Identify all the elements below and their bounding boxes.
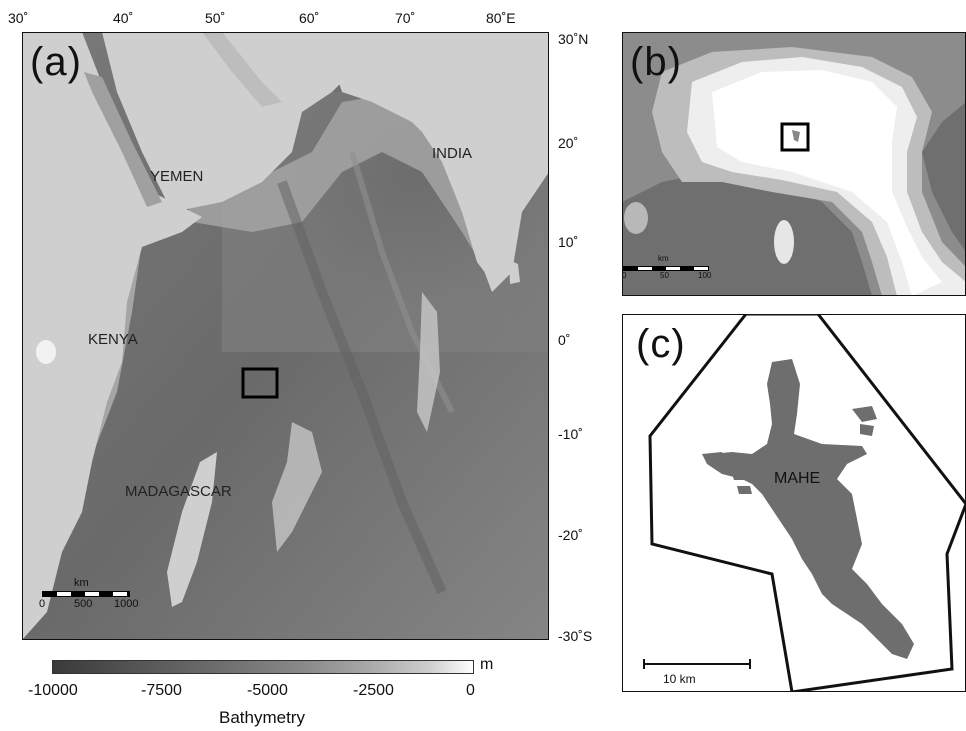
scalebar-a-unit: km [74,577,89,589]
panel-c-island-svg [622,312,966,694]
lon-tick-80: 80˚E [486,10,516,26]
lon-tick-60: 60˚ [299,10,320,26]
scalebar-a-label-500: 500 [74,598,93,610]
colorbar-unit: m [480,656,494,673]
lat-tick-minus10: -10˚ [558,426,583,442]
colorbar [52,660,474,674]
survey-boundary [648,312,966,694]
lon-tick-40: 40˚ [113,10,134,26]
scalebar-a-label-1000: 1000 [114,598,139,610]
india-land [402,92,502,282]
place-yemen: YEMEN [150,168,204,185]
panel-c-map [622,312,966,694]
madagascar-land [167,452,217,607]
scalebar-b-label-50: 50 [660,271,669,280]
lat-tick-10: 10˚ [558,234,579,250]
panel-a-bathymetry-svg [22,32,549,640]
scalebar-b-label-100: 100 [698,271,712,280]
panel-a-label: (a) [30,40,82,84]
lat-tick-30s: -30˚S [558,628,593,644]
lon-tick-70: 70˚ [395,10,416,26]
panel-c-label: (c) [636,322,686,366]
lat-tick-minus20: -20˚ [558,527,583,543]
place-kenya: KENYA [88,331,138,348]
colorbar-tick-minus5000: -5000 [247,682,288,699]
lat-tick-30n: 30˚N [558,31,589,47]
panel-a-scalebar: km 0 500 1000 [38,577,148,611]
place-india: INDIA [432,145,473,162]
mahe-island [707,359,914,659]
scalebar-a-bar [42,591,130,597]
study-area-box [241,367,279,399]
lat-tick-0: 0˚ [558,332,571,348]
panel-a-map [22,32,549,640]
scalebar-b-bar [623,266,709,271]
panel-b-map [622,32,966,296]
lat-tick-20: 20˚ [558,135,579,151]
arabia-land [102,32,352,212]
panel-b-bathymetry-svg [622,32,966,296]
red-sea [84,72,162,207]
panel-b-label: (b) [630,40,682,84]
colorbar-tick-minus2500: -2500 [353,682,394,699]
africa-land [22,32,202,640]
lon-tick-50: 50˚ [205,10,226,26]
scalebar-b-unit: km [658,254,669,263]
mahe-island-b [792,130,800,142]
colorbar-tick-minus7500: -7500 [141,682,182,699]
lon-tick-30: 30˚ [8,10,29,26]
scalebar-b-label-0: 0 [622,271,627,280]
place-madagascar: MADAGASCAR [125,483,232,500]
panel-b-study-box [780,122,810,152]
scalebar-a-label-0: 0 [39,598,46,610]
colorbar-tick-0: 0 [466,682,475,699]
place-mahe: MAHE [774,470,821,487]
colorbar-title: Bathymetry [219,708,305,727]
colorbar-tick-minus10000: -10000 [28,682,78,699]
panel-b-scalebar: km 0 50 100 [622,254,732,284]
panel-c-scale-label: 10 km [663,672,696,686]
